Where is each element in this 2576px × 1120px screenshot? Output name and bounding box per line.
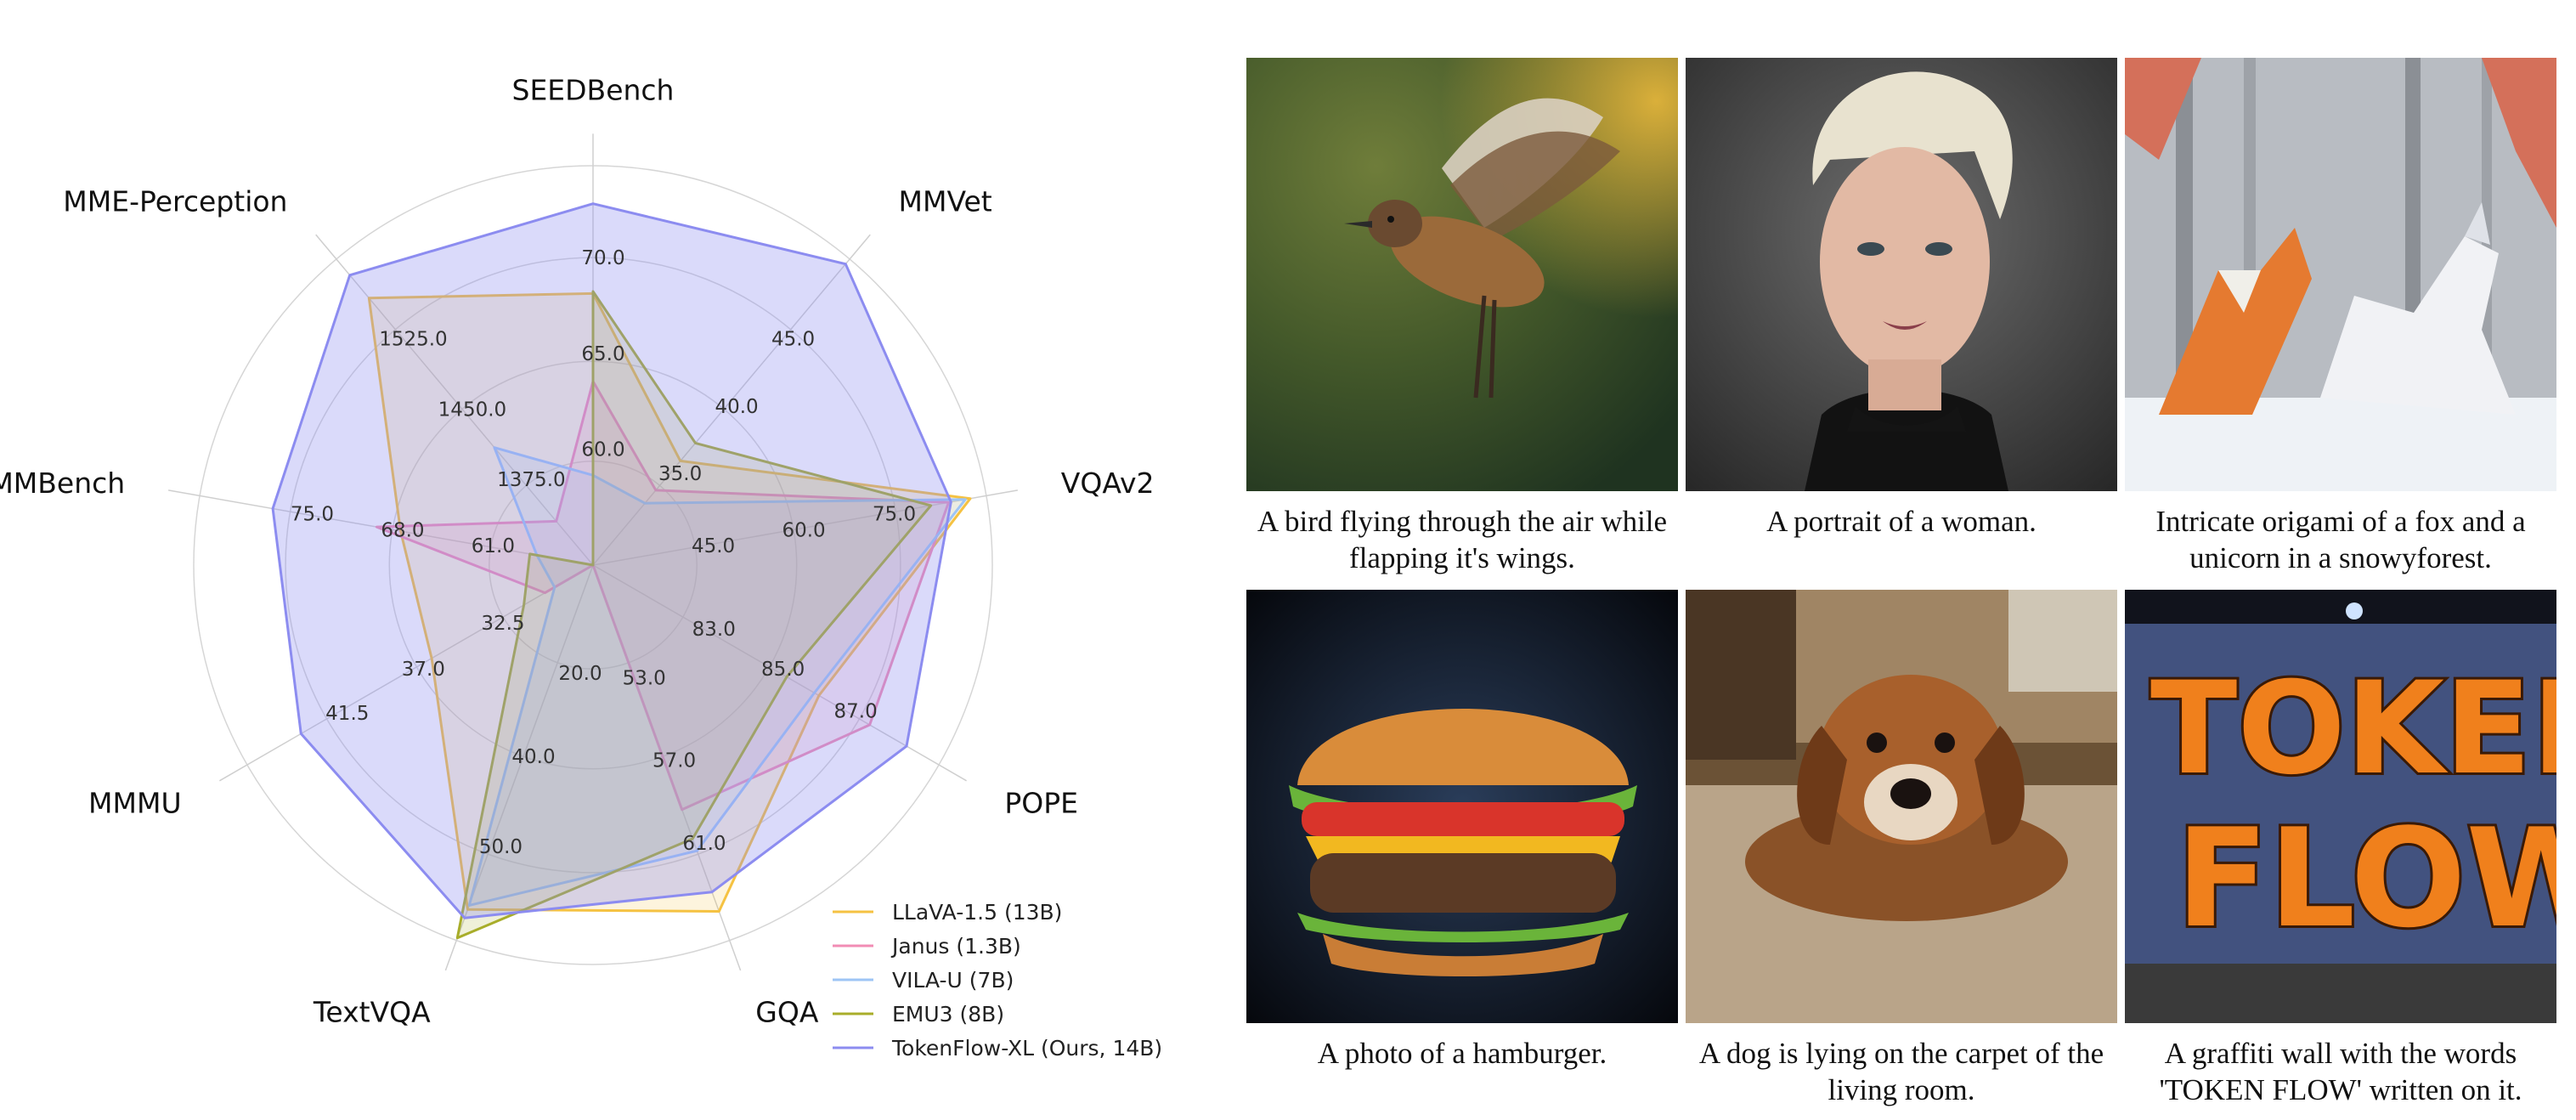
gallery-caption: A graffiti wall with the words 'TOKEN FL… [2159,1037,2522,1106]
tick-label: 1450.0 [438,399,506,421]
axis-label-mmmu: MMMU [88,787,182,820]
legend-entry: TokenFlow-XL (Ours, 14B) [833,1036,1162,1061]
tick-label: 53.0 [623,667,666,689]
tick-label: 45.0 [692,535,735,557]
tick-label: 35.0 [658,463,702,485]
image-gallery: A bird flying through the air while flap… [1236,58,2556,1112]
gallery-caption: A dog is lying on the carpet of the livi… [1698,1037,2104,1106]
gallery-caption: Intricate origami of a fox and a unicorn… [2155,505,2526,574]
radar-chart: 20.0 60.0 65.0 70.0 35.0 40.0 45.0 45.0 60.0 75.0… [0,74,1162,1061]
woman-portrait-image [1686,58,2117,491]
axis-label-seedbench: SEEDBench [512,74,675,107]
radar-tick-labels: 20.0 60.0 65.0 70.0 35.0 40.0 45.0 45.0 60.0 75.0… [291,247,916,858]
axis-label-mmvet: MMVet [899,185,992,218]
tick-label: 20.0 [558,663,602,685]
legend-label: Janus (1.3B) [890,934,1021,959]
chart-legend: LLaVA-1.5 (13B) Janus (1.3B) VILA-U (7B) EM… [833,900,1162,1061]
gallery-caption: A photo of a hamburger. [1317,1037,1607,1070]
legend-label: TokenFlow-XL (Ours, 14B) [891,1036,1162,1061]
bird-image [1246,58,1678,491]
tick-label: 40.0 [715,396,758,418]
legend-entry: VILA-U (7B) [833,968,1014,993]
gallery-caption: A bird flying through the air while flap… [1257,505,1668,574]
tick-label: 75.0 [873,504,916,526]
tick-label: 60.0 [782,519,825,541]
tick-label: 83.0 [692,619,736,641]
tick-label: 1375.0 [497,469,565,491]
tick-label: 75.0 [291,504,334,526]
tick-label: 45.0 [771,329,815,351]
hamburger-image [1246,590,1678,1023]
tick-label: 37.0 [402,659,445,681]
tick-label: 61.0 [472,535,515,557]
origami-image [2125,58,2556,491]
axis-spoke [592,564,967,782]
tick-label: 50.0 [479,836,523,858]
axis-label-pope: POPE [1004,787,1078,820]
legend-entry: LLaVA-1.5 (13B) [833,900,1062,925]
series-area-tokenflow-xl-ours-14b [271,202,952,919]
tick-label: 85.0 [761,659,805,681]
graffiti-word-token: TOKEN [2150,655,2556,803]
legend-entry: Janus (1.3B) [833,934,1021,959]
tick-label: 40.0 [511,746,555,768]
legend-label: LLaVA-1.5 (13B) [892,900,1062,925]
axis-label-mme-perception: MME-Perception [63,185,287,218]
tick-label: 87.0 [834,701,878,723]
radar-series [271,202,972,940]
tick-label: 57.0 [652,750,696,772]
legend-label: EMU3 (8B) [892,1002,1004,1027]
legend-entry: EMU3 (8B) [833,1002,1004,1027]
axis-label-mmbench: MMBench [0,467,125,500]
gallery-caption: A portrait of a woman. [1766,505,2037,538]
tick-label: 61.0 [682,833,726,855]
legend-label: VILA-U (7B) [892,968,1014,993]
axis-spoke [315,234,594,566]
tick-label: 60.0 [581,439,624,461]
series-area-llava-1-5-13b [367,291,972,913]
radar-axis-labels: SEEDBench MMVet VQAv2 POPE GQA TextVQA MMMU MMB… [0,74,1155,1029]
graffiti-word-flow: FLOW [2176,799,2556,958]
tick-label: 70.0 [581,247,624,269]
tick-label: 1525.0 [379,329,447,351]
axis-spoke [219,564,594,782]
axis-label-gqa: GQA [755,996,819,1029]
axis-label-textvqa: TextVQA [313,996,431,1029]
tick-label: 41.5 [325,703,369,725]
series-area-emu3-8b [455,290,933,940]
dog-image [1686,590,2117,1023]
tick-label: 32.5 [481,613,524,635]
graffiti-wall-image: TOKEN FLOW [2125,590,2556,1023]
tick-label: 68.0 [381,519,424,541]
axis-label-vqav2: VQAv2 [1061,467,1155,500]
tick-label: 65.0 [581,343,624,365]
axis-spoke [592,234,871,566]
